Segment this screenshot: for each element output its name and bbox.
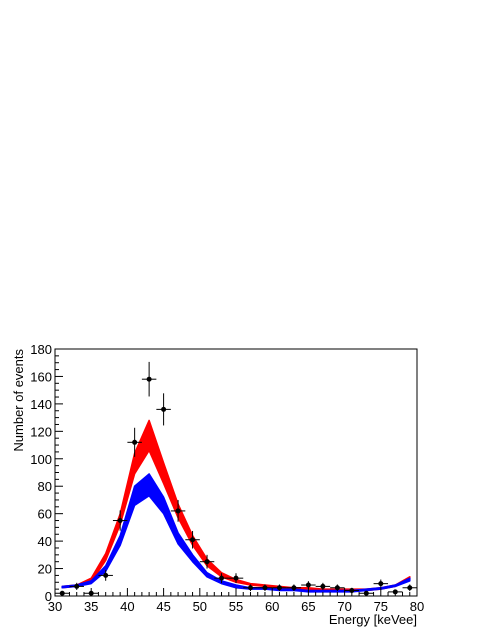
data-marker bbox=[247, 585, 253, 591]
data-point bbox=[185, 530, 200, 549]
data-marker bbox=[305, 582, 311, 588]
y-tick-label: 180 bbox=[30, 342, 52, 357]
data-point bbox=[141, 361, 157, 397]
y-tick-label: 120 bbox=[30, 424, 52, 439]
data-point bbox=[112, 510, 128, 531]
y-tick-label: 0 bbox=[45, 589, 52, 604]
data-point bbox=[127, 427, 142, 457]
y-tick-label: 20 bbox=[38, 562, 52, 577]
x-tick-label: 60 bbox=[265, 599, 279, 614]
data-point bbox=[170, 500, 186, 522]
x-tick-label: 55 bbox=[229, 599, 243, 614]
x-tick-label: 30 bbox=[48, 599, 62, 614]
x-tick-label: 70 bbox=[337, 599, 351, 614]
data-marker bbox=[262, 585, 268, 591]
y-tick-label: 140 bbox=[30, 397, 52, 412]
data-marker bbox=[291, 585, 297, 591]
y-axis-ticks: 0 20 40 60 80 100 120 140 160 180 bbox=[30, 342, 63, 604]
y-tick-label: 80 bbox=[38, 479, 52, 494]
y-tick-label: 100 bbox=[30, 452, 52, 467]
y-axis-title: Number of events bbox=[11, 349, 26, 452]
data-point bbox=[214, 573, 229, 584]
x-axis-ticks: 30 35 40 45 50 55 60 65 70 75 80 bbox=[48, 588, 424, 614]
data-marker bbox=[190, 537, 196, 543]
x-tick-label: 40 bbox=[120, 599, 134, 614]
data-marker bbox=[161, 406, 167, 412]
x-tick-label: 80 bbox=[410, 599, 424, 614]
data-marker bbox=[219, 575, 225, 581]
data-marker bbox=[175, 508, 181, 514]
data-point bbox=[257, 584, 273, 592]
data-marker bbox=[407, 585, 413, 591]
y-tick-label: 160 bbox=[30, 369, 52, 384]
x-axis-title: Energy [keVee] bbox=[329, 612, 417, 627]
y-tick-label: 60 bbox=[38, 507, 52, 522]
data-marker bbox=[276, 585, 282, 591]
x-tick-label: 35 bbox=[84, 599, 98, 614]
data-point bbox=[402, 584, 417, 592]
data-marker bbox=[320, 583, 326, 589]
y-tick-label: 40 bbox=[38, 534, 52, 549]
x-tick-label: 75 bbox=[374, 599, 388, 614]
data-point bbox=[286, 584, 302, 592]
data-point bbox=[156, 393, 171, 426]
data-point bbox=[228, 573, 244, 584]
data-marker bbox=[334, 585, 340, 591]
data-point bbox=[199, 554, 215, 569]
model-band-0 bbox=[61, 419, 411, 592]
data-point bbox=[272, 584, 287, 592]
model-band-1 bbox=[61, 473, 411, 593]
data-points bbox=[55, 361, 417, 596]
data-marker bbox=[349, 588, 355, 594]
data-marker bbox=[132, 439, 138, 445]
data-marker bbox=[146, 376, 152, 382]
model-bands bbox=[61, 419, 411, 593]
x-tick-label: 50 bbox=[193, 599, 207, 614]
data-point bbox=[330, 584, 345, 592]
data-point bbox=[243, 584, 258, 592]
data-point bbox=[315, 582, 331, 590]
data-point bbox=[373, 579, 389, 588]
x-tick-label: 45 bbox=[156, 599, 170, 614]
data-point bbox=[69, 582, 84, 590]
data-point bbox=[301, 581, 316, 589]
data-marker bbox=[204, 559, 210, 565]
data-marker bbox=[392, 589, 398, 595]
x-tick-label: 65 bbox=[301, 599, 315, 614]
data-marker bbox=[74, 583, 80, 589]
data-marker bbox=[103, 572, 109, 578]
data-point bbox=[98, 570, 113, 581]
data-marker bbox=[233, 575, 239, 581]
data-marker bbox=[117, 518, 123, 524]
data-marker bbox=[378, 581, 384, 587]
